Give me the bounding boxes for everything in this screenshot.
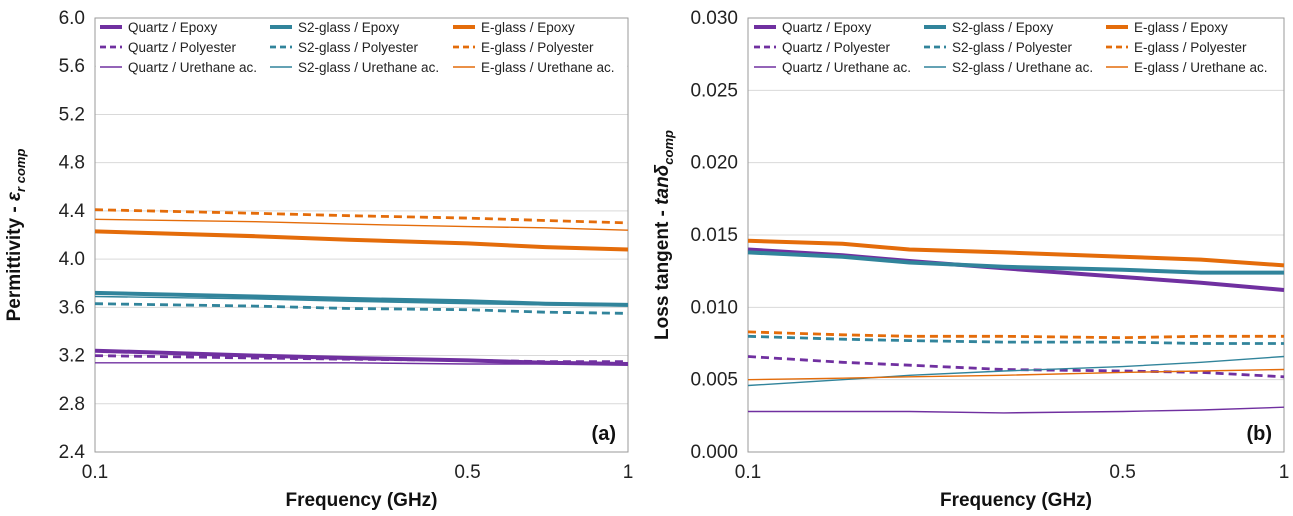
series-line-s2-glass-polyester [747,334,1284,345]
series-line-e-glass-urethane-ac [747,368,1285,381]
y-tick-label: 0.010 [690,297,738,318]
series-line-quartz-urethane-ac [95,362,628,365]
legend-label: Quartz / Urethane ac. [782,60,911,75]
series-line-e-glass-urethane-ac [94,218,629,231]
legend-label: S2-glass / Epoxy [298,20,400,35]
y-axis-label-subscript: comp [661,130,676,165]
series-line-quartz-urethane-ac [748,406,1285,414]
y-tick-label: 0.030 [690,8,738,29]
x-tick-label: 0.1 [735,462,761,483]
x-axis-label: Frequency (GHz) [285,490,437,511]
y-tick-label: 3.6 [59,297,85,318]
x-tick-label: 0.1 [82,462,108,483]
x-axis-label: Frequency (GHz) [940,490,1092,511]
legend-box [749,20,1283,88]
series-line-quartz-polyester [94,354,628,364]
plot-area [747,17,1285,453]
y-tick-label: 2.4 [59,442,86,463]
x-tick-label: 1 [623,462,634,483]
y-tick-label: 3.2 [59,346,85,367]
y-tick-label: 5.6 [59,56,85,77]
legend-label: E-glass / Epoxy [1134,20,1228,35]
chart-panel-a: 2.4 2.8 3.2 3.6 4.0 4.4 4.8 5.2 5.6 6.0 0.1 0.5 1 Fre… [4,8,633,511]
legend-label: S2-glass / Epoxy [952,20,1054,35]
legend-label: E-glass / Epoxy [481,20,575,35]
legend-label: Quartz / Urethane ac. [128,60,257,75]
y-tick-label: 2.8 [59,394,85,415]
y-tick-label: 4.8 [59,153,85,174]
chart-panel-b: 0.000 0.005 0.010 0.015 0.020 0.025 0.030 0.1 0.… [652,8,1289,511]
panel-label: (a) [592,423,616,445]
panel-label: (b) [1246,423,1272,445]
y-axis-label-main: Permittivity - [4,201,25,321]
y-axis-label: Permittivity - εr comp [4,149,28,322]
series-line-e-glass-epoxy [94,229,629,252]
legend-label: E-glass / Polyester [481,40,594,55]
legend-label: S2-glass / Polyester [952,40,1073,55]
legend-label: E-glass / Urethane ac. [1134,60,1268,75]
legend-label: S2-glass / Polyester [298,40,419,55]
x-tick-label: 0.5 [1109,462,1135,483]
y-tick-label: 5.2 [59,104,85,125]
plot-area [94,17,629,453]
y-tick-label: 6.0 [59,8,85,29]
legend-label: Quartz / Epoxy [782,20,872,35]
series-line-quartz-polyester [747,355,1285,379]
legend-label: Quartz / Epoxy [128,20,218,35]
y-axis-label-main: Loss tangent - [652,205,673,340]
legend-label: Quartz / Polyester [128,40,237,55]
y-tick-label: 0.015 [690,225,738,246]
legend-label: E-glass / Urethane ac. [481,60,615,75]
y-tick-label: 4.0 [59,249,85,270]
y-tick-label: 0.025 [690,80,738,101]
y-axis-label: Loss tangent - tanδcomp [652,130,676,340]
series-line-s2-glass-epoxy [94,290,629,307]
y-tick-label: 4.4 [59,201,86,222]
y-tick-label: 0.005 [690,370,738,391]
legend-label: S2-glass / Urethane ac. [952,60,1093,75]
y-tick-label: 0.020 [690,153,738,174]
legend-label: Quartz / Polyester [782,40,891,55]
x-tick-label: 0.5 [454,462,480,483]
legend-label: S2-glass / Urethane ac. [298,60,439,75]
y-axis-label-symbol: tanδ [652,164,673,205]
series-line-s2-glass-polyester [94,302,629,315]
series-line-s2-glass-urethane-ac [94,295,629,307]
legend-box [96,20,627,88]
series-line-e-glass-polyester [747,330,1284,340]
y-axis-label-symbol: ε [4,191,25,201]
series-line-e-glass-epoxy [747,238,1285,268]
series-line-e-glass-polyester [94,208,629,225]
y-tick-label: 0.000 [690,442,738,463]
series-line-s2-glass-epoxy [747,250,1284,275]
y-axis-label-subscript: r comp [13,149,28,192]
series-line-s2-glass-urethane-ac [747,355,1285,387]
legend-label: E-glass / Polyester [1134,40,1247,55]
x-tick-label: 1 [1279,462,1290,483]
